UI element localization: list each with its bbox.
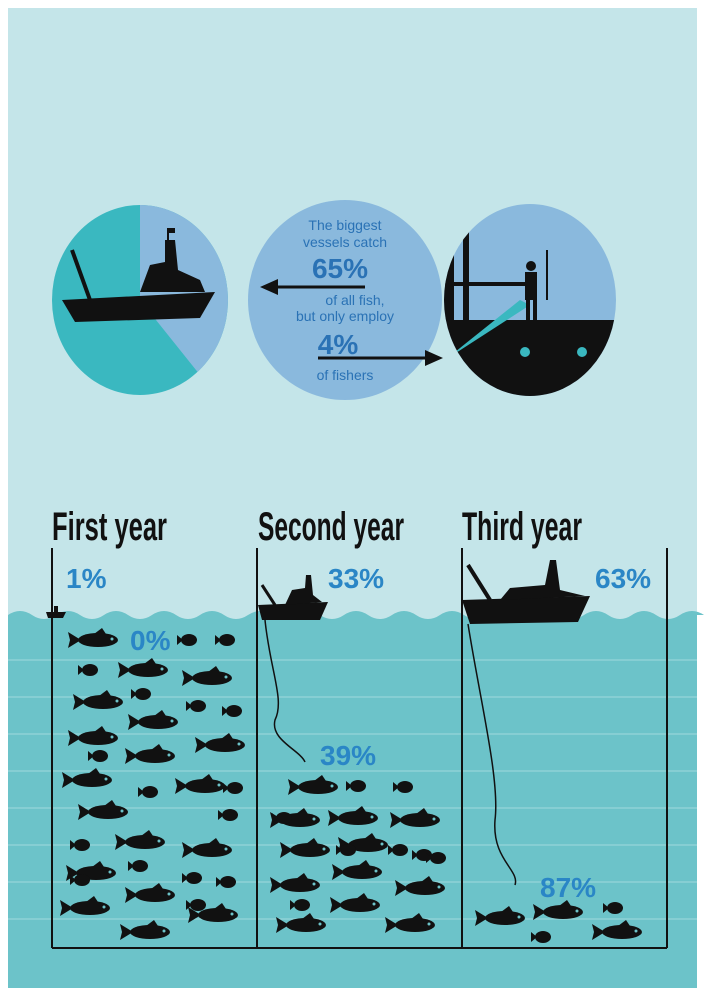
ships <box>46 560 590 624</box>
water <box>8 611 704 988</box>
vessel-share: 33% <box>328 563 384 594</box>
arrows <box>260 279 443 366</box>
callout-text: The biggest <box>308 217 381 233</box>
panel-frame <box>51 548 668 949</box>
panel-title: Third year <box>462 505 582 549</box>
panel-title: First year <box>52 505 167 549</box>
callout-text: of fishers <box>317 367 374 383</box>
callout-circle <box>248 200 442 400</box>
fishing-lines <box>264 619 517 886</box>
callout-value: 65% <box>312 253 368 284</box>
panel-title: Second year <box>258 505 404 549</box>
callout-value: 4% <box>318 329 359 360</box>
callout-text: but only employ <box>296 308 394 324</box>
vessel-share: 63% <box>595 563 651 594</box>
fish-share: 87% <box>540 872 596 903</box>
fish-share: 39% <box>320 740 376 771</box>
fish-share: 0% <box>130 625 171 656</box>
callout-text: of all fish, <box>325 292 384 308</box>
vessel-share: 1% <box>66 563 107 594</box>
callout-text: vessels catch <box>303 234 387 250</box>
